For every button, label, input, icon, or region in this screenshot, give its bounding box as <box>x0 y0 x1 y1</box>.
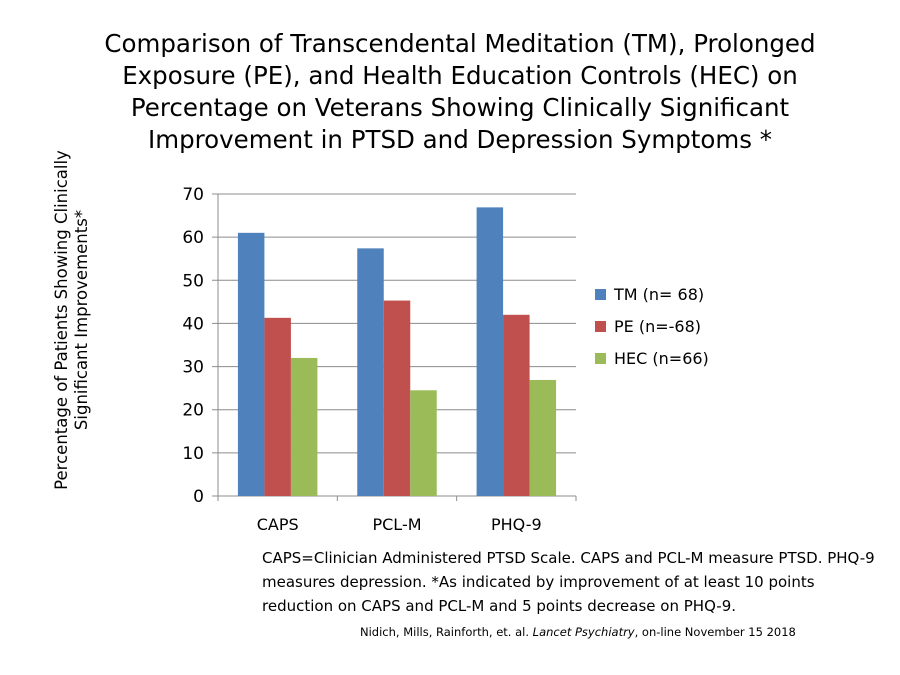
y-tick-label: 40 <box>182 314 204 334</box>
x-tick-label: CAPS <box>257 515 299 534</box>
legend-label: HEC (n=66) <box>614 349 709 368</box>
x-tick-label: PHQ-9 <box>491 515 542 534</box>
legend-item: HEC (n=66) <box>595 349 709 368</box>
y-tick-label: 70 <box>182 185 204 205</box>
chart-title: Comparison of Transcendental Meditation … <box>104 29 816 154</box>
legend-swatch <box>595 289 606 300</box>
bar-phq-9-1 <box>503 314 530 496</box>
bar-pcl-m-0 <box>357 248 384 496</box>
legend-swatch <box>595 353 606 364</box>
legend-item: TM (n= 68) <box>595 285 704 304</box>
bar-caps-1 <box>264 317 291 496</box>
y-tick-label: 50 <box>182 271 204 291</box>
y-tick-label: 30 <box>182 358 204 378</box>
citation-date: , on-line November 15 2018 <box>634 625 796 639</box>
y-tick-label: 0 <box>193 487 204 507</box>
bar-pcl-m-2 <box>410 390 437 496</box>
footnote: CAPS=Clinician Administered PTSD Scale. … <box>262 549 875 615</box>
legend-swatch <box>595 321 606 332</box>
legend-label: PE (n=-68) <box>614 317 702 336</box>
citation: Nidich, Mills, Rainforth, et. al. Lancet… <box>360 625 796 639</box>
legend-label: TM (n= 68) <box>614 285 705 304</box>
bar-caps-2 <box>290 357 318 496</box>
citation-journal: Lancet Psychiatry <box>532 625 635 639</box>
y-tick-label: 10 <box>182 444 204 464</box>
citation-authors: Nidich, Mills, Rainforth, et. al. <box>360 625 533 639</box>
legend-item: PE (n=-68) <box>595 317 701 336</box>
bar-phq-9-2 <box>529 379 557 496</box>
y-tick-label: 20 <box>182 401 204 421</box>
bar-pcl-m-1 <box>383 300 411 496</box>
y-tick-label: 60 <box>182 228 204 248</box>
x-tick-label: PCL-M <box>372 515 421 534</box>
bar-phq-9-0 <box>476 207 504 497</box>
bar-caps-0 <box>237 232 265 497</box>
